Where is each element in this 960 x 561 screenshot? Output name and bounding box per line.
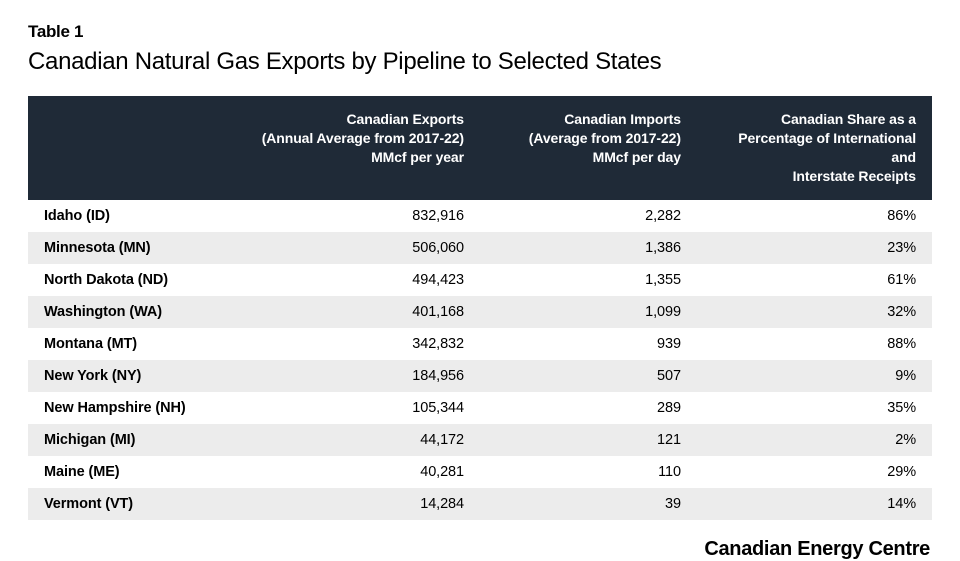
cell-exports: 401,168: [245, 296, 480, 328]
cell-share: 88%: [697, 328, 932, 360]
cell-imports: 939: [480, 328, 697, 360]
cell-state: Montana (MT): [28, 328, 245, 360]
table-row: Michigan (MI)44,1721212%: [28, 424, 932, 456]
cell-exports: 506,060: [245, 232, 480, 264]
cell-state: New York (NY): [28, 360, 245, 392]
cell-exports: 14,284: [245, 488, 480, 520]
col-header-line: Canadian Share as a: [781, 111, 916, 127]
table-row: Maine (ME)40,28111029%: [28, 456, 932, 488]
col-header-state: [28, 96, 245, 200]
table-row: Idaho (ID)832,9162,28286%: [28, 200, 932, 232]
cell-imports: 121: [480, 424, 697, 456]
col-header-line: Interstate Receipts: [793, 168, 916, 184]
cell-imports: 1,386: [480, 232, 697, 264]
cell-exports: 342,832: [245, 328, 480, 360]
table-title: Canadian Natural Gas Exports by Pipeline…: [28, 48, 932, 76]
cell-share: 32%: [697, 296, 932, 328]
table-row: Vermont (VT)14,2843914%: [28, 488, 932, 520]
cell-share: 86%: [697, 200, 932, 232]
table-row: Washington (WA)401,1681,09932%: [28, 296, 932, 328]
col-header-line: Canadian Exports: [347, 111, 464, 127]
table-body: Idaho (ID)832,9162,28286% Minnesota (MN)…: [28, 200, 932, 520]
col-header-line: (Average from 2017-22): [529, 130, 681, 146]
cell-exports: 832,916: [245, 200, 480, 232]
cell-exports: 40,281: [245, 456, 480, 488]
cell-imports: 1,099: [480, 296, 697, 328]
cell-state: North Dakota (ND): [28, 264, 245, 296]
col-header-exports: Canadian Exports (Annual Average from 20…: [245, 96, 480, 200]
table-row: New York (NY)184,9565079%: [28, 360, 932, 392]
cell-imports: 1,355: [480, 264, 697, 296]
table-row: New Hampshire (NH)105,34428935%: [28, 392, 932, 424]
col-header-line: MMcf per day: [593, 149, 681, 165]
table-header-row: Canadian Exports (Annual Average from 20…: [28, 96, 932, 200]
cell-share: 61%: [697, 264, 932, 296]
data-table: Canadian Exports (Annual Average from 20…: [28, 96, 932, 520]
cell-imports: 289: [480, 392, 697, 424]
table-label: Table 1: [28, 22, 932, 42]
cell-state: Maine (ME): [28, 456, 245, 488]
col-header-line: (Annual Average from 2017-22): [262, 130, 464, 146]
cell-state: Vermont (VT): [28, 488, 245, 520]
cell-share: 14%: [697, 488, 932, 520]
cell-exports: 494,423: [245, 264, 480, 296]
col-header-share: Canadian Share as a Percentage of Intern…: [697, 96, 932, 200]
cell-state: New Hampshire (NH): [28, 392, 245, 424]
col-header-line: Percentage of International and: [738, 130, 916, 165]
cell-imports: 2,282: [480, 200, 697, 232]
cell-state: Idaho (ID): [28, 200, 245, 232]
cell-imports: 110: [480, 456, 697, 488]
cell-share: 35%: [697, 392, 932, 424]
cell-imports: 507: [480, 360, 697, 392]
cell-share: 9%: [697, 360, 932, 392]
cell-exports: 105,344: [245, 392, 480, 424]
col-header-imports: Canadian Imports (Average from 2017-22) …: [480, 96, 697, 200]
table-row: North Dakota (ND)494,4231,35561%: [28, 264, 932, 296]
cell-exports: 184,956: [245, 360, 480, 392]
cell-share: 29%: [697, 456, 932, 488]
cell-imports: 39: [480, 488, 697, 520]
footer-source: Canadian Energy Centre: [28, 538, 932, 561]
col-header-line: Canadian Imports: [564, 111, 681, 127]
cell-state: Washington (WA): [28, 296, 245, 328]
cell-state: Minnesota (MN): [28, 232, 245, 264]
cell-share: 2%: [697, 424, 932, 456]
cell-exports: 44,172: [245, 424, 480, 456]
cell-state: Michigan (MI): [28, 424, 245, 456]
col-header-line: MMcf per year: [371, 149, 464, 165]
table-row: Minnesota (MN)506,0601,38623%: [28, 232, 932, 264]
cell-share: 23%: [697, 232, 932, 264]
table-row: Montana (MT)342,83293988%: [28, 328, 932, 360]
